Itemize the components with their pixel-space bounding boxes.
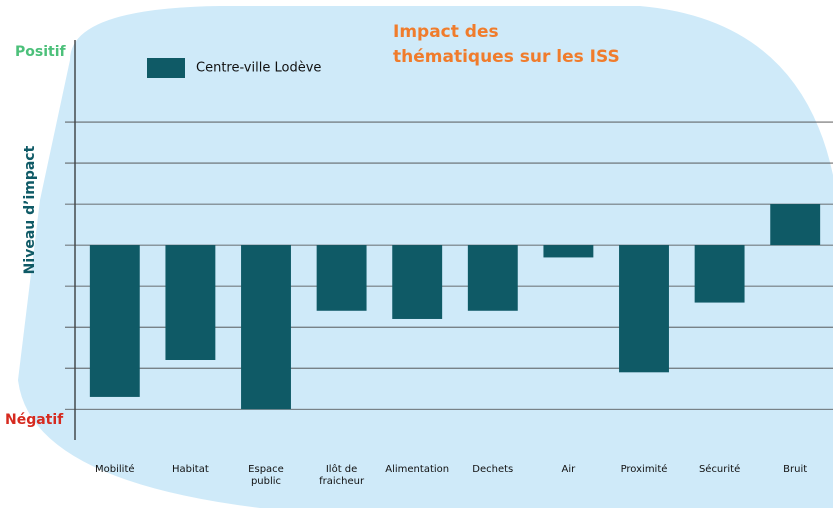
x-tick-label: Ilôt de fraicheur xyxy=(319,464,365,487)
x-tick-label: Mobilité xyxy=(95,464,135,475)
x-tick-label: Bruit xyxy=(783,464,808,475)
chart-title: Impact des xyxy=(393,22,499,42)
bar xyxy=(241,245,291,410)
legend-swatch xyxy=(147,58,185,78)
bar xyxy=(89,245,140,397)
bar xyxy=(392,245,443,319)
x-tick-label: Dechets xyxy=(472,464,514,475)
bar xyxy=(619,245,669,373)
x-tick-label: Espace public xyxy=(248,464,284,487)
x-tick-label: Proximité xyxy=(620,464,668,475)
bar xyxy=(467,245,518,311)
bar xyxy=(165,245,216,360)
legend-label: Centre-ville Lodève xyxy=(196,61,321,76)
bar xyxy=(543,245,594,258)
x-tick-label: Habitat xyxy=(172,464,209,475)
bar xyxy=(316,245,367,311)
x-tick-label: Sécurité xyxy=(698,464,741,475)
bar xyxy=(770,204,821,246)
positive-label: Positif xyxy=(15,44,67,60)
y-axis-label: Niveau d’impact xyxy=(22,145,38,274)
x-tick-label: Air xyxy=(561,464,576,475)
x-tick-label: Alimentation xyxy=(385,464,450,475)
chart-title: thématiques sur les ISS xyxy=(393,47,620,67)
negative-label: Négatif xyxy=(5,412,64,428)
bar xyxy=(694,245,745,303)
